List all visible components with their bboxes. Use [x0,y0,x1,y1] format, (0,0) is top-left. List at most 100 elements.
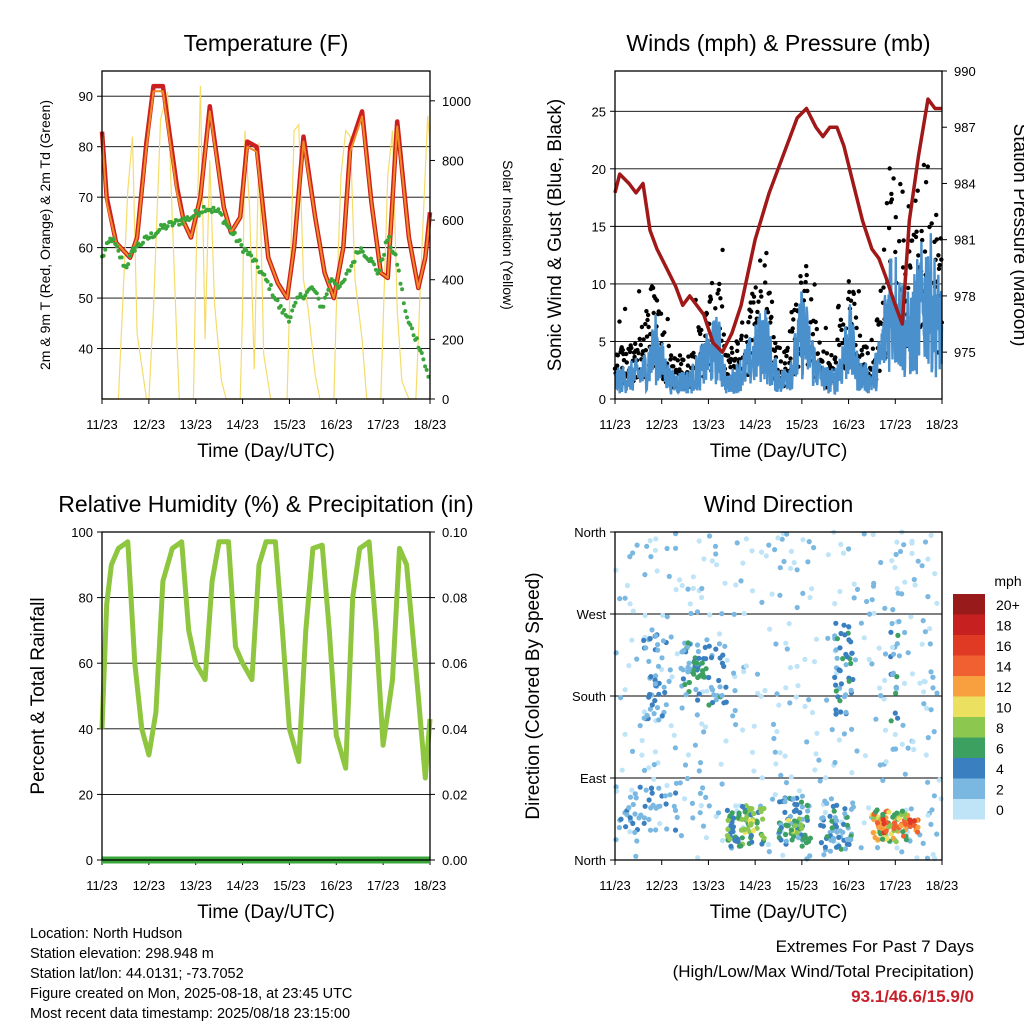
direction-point [648,785,655,791]
direction-ytick-label: North [574,525,606,540]
gust-point [627,349,633,355]
direction-point [769,796,776,802]
direction-point [908,614,914,620]
direction-point [649,702,655,708]
gust-point [769,299,775,304]
dewpoint-point [347,268,352,273]
direction-point [852,657,859,663]
direction-point [685,644,691,650]
gust-point [809,297,814,302]
direction-point [784,646,790,652]
gust-point [817,340,822,345]
direction-point [909,540,915,546]
direction-point [782,809,788,816]
gust-point [824,351,830,356]
dewpoint-point [216,207,221,212]
direction-point [743,816,749,822]
direction-point [896,618,902,625]
direction-point [691,667,697,673]
temperature-xtick-label: 17/23 [367,417,400,432]
direction-point [750,828,757,834]
direction-point [672,745,679,751]
direction-point [902,629,908,636]
direction-xtick-label: 13/23 [692,878,725,893]
winds-ytick-right-label: 975 [954,345,976,360]
direction-point [869,597,875,603]
direction-point [919,641,925,647]
dewpoint-point [403,309,408,314]
gust-point [814,326,819,332]
speed-legend-title: mph [994,573,1021,589]
temperature-ytick-label: 40 [79,342,93,357]
direction-point [822,844,829,850]
direction-point [647,827,654,833]
direction-point [751,811,757,817]
gust-point [645,317,650,323]
temperature-ytick-label: 50 [79,291,93,306]
direction-point [794,830,800,836]
direction-point [829,727,835,733]
direction-point [681,647,687,654]
direction-point [657,821,663,827]
direction-point [903,837,910,843]
direction-point [770,721,777,728]
dewpoint-point [296,295,301,300]
gust-point [810,332,816,337]
temperature-ytick-right-label: 0 [442,392,449,407]
direction-point [694,609,701,615]
gust-point [835,337,840,342]
direction-point [659,655,665,661]
direction-point [627,601,633,607]
gust-point [798,280,804,285]
gust-point [738,336,744,342]
direction-point [634,838,640,844]
wind-line [613,233,944,396]
gust-point [739,333,744,338]
gust-point [869,337,874,343]
dewpoint-point [291,304,296,308]
direction-point [911,818,918,824]
direction-point [925,735,931,741]
direction-point [767,626,773,632]
direction-point [733,722,739,728]
gust-point [636,350,641,356]
direction-point [883,759,889,765]
gust-point [936,253,941,258]
gust-point [746,320,751,325]
speed-legend-swatch [953,799,985,820]
direction-frame [614,531,943,861]
winds-ytick-label: 20 [592,162,606,177]
direction-point [844,841,850,847]
gust-point [901,238,906,243]
direction-point [749,548,755,554]
dewpoint-point [337,284,342,289]
direction-point [758,549,765,555]
gust-point [716,287,721,293]
direction-point [633,795,639,801]
direction-point [691,659,697,665]
gust-point [708,297,714,302]
direction-point [630,820,636,827]
speed-legend-label: 8 [996,720,1004,736]
humidity-ylabel: Percent & Total Rainfall [28,597,49,794]
direction-point [889,620,895,627]
dewpoint-point [268,283,273,287]
direction-point [651,711,657,717]
direction-point [711,692,717,698]
direction-point [894,641,900,647]
gust-point [929,221,934,226]
gust-point [678,361,684,367]
direction-point [830,803,836,810]
winds-ytick-right-label: 984 [954,176,976,191]
temperature-title: Temperature (F) [184,30,349,56]
direction-point [731,670,737,676]
direction-point [697,810,703,816]
dewpoint-point [293,300,298,305]
direction-point [902,771,908,777]
station-latlon: Station lat/lon: 44.0131; -73.7052 [30,966,244,982]
direction-point [769,591,775,597]
direction-point [644,543,650,549]
direction-point [788,548,795,555]
station-elevation: Station elevation: 298.948 m [30,946,214,962]
speed-legend-label: 4 [996,761,1004,777]
